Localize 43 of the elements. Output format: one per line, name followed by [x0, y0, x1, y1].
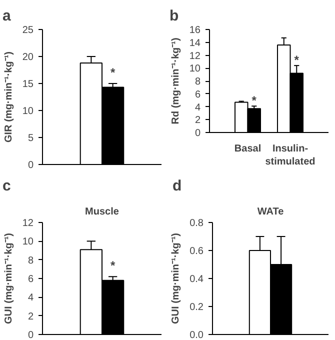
- y-tick-label: 0.0: [190, 330, 204, 340]
- y-tick-label: 25: [22, 25, 34, 36]
- chart-title: b: [170, 8, 179, 24]
- y-tick-label: 0: [194, 128, 201, 139]
- y-tick-label: 15: [22, 79, 34, 90]
- y-tick-label: 0: [28, 160, 34, 171]
- annotation: *: [110, 66, 116, 80]
- y-tick-label: 0: [28, 330, 34, 340]
- y-tick-label: 2: [194, 115, 201, 126]
- y-tick-label: 10: [22, 236, 34, 248]
- annotation: *: [252, 93, 257, 108]
- x-tick-label: Basal: [234, 144, 262, 154]
- y-tick-label: 12: [22, 218, 34, 229]
- y-tick-label: 20: [22, 52, 34, 63]
- y-axis-title: GUI (mg·min⁻¹·kg⁻¹): [3, 232, 14, 324]
- y-tick-label: 4: [194, 102, 201, 114]
- y-tick-label: 0.4: [190, 274, 204, 285]
- y-tick-label: 6: [28, 274, 34, 285]
- y-tick-label: 0.6: [190, 246, 204, 257]
- chart-title: d: [172, 178, 182, 194]
- chart-title: a: [2, 8, 12, 24]
- y-tick-label: 0.8: [190, 218, 204, 229]
- chart-title: c: [2, 178, 11, 194]
- y-tick-label: 12: [189, 50, 201, 62]
- y-tick-label: 2: [28, 311, 34, 322]
- y-tick-label: 5: [28, 133, 34, 144]
- y-tick-label: 4: [28, 292, 34, 304]
- y-tick-label: 14: [189, 38, 201, 49]
- annotation: *: [294, 52, 300, 67]
- y-tick-label: 8: [28, 255, 34, 266]
- annotation: *: [110, 258, 116, 273]
- chart-subtitle: WATe: [257, 206, 284, 218]
- chart-subtitle: Muscle: [85, 206, 120, 218]
- y-tick-label: 10: [189, 64, 201, 75]
- y-axis-title: GIR (mg·min⁻¹·kg⁻¹): [3, 51, 14, 142]
- y-axis-title: Rd (mg·min⁻¹·kg⁻¹): [170, 38, 182, 124]
- y-tick-label: 8: [194, 76, 201, 88]
- y-tick-label: 0.2: [190, 302, 204, 313]
- y-tick-label: 16: [189, 25, 201, 36]
- y-tick-label: 10: [22, 106, 34, 117]
- x-tick-label: Insulin-stimulated: [265, 144, 316, 168]
- y-axis-title: GUI (mg·min⁻¹·kg⁻¹): [170, 232, 182, 324]
- y-tick-label: 6: [194, 89, 201, 100]
